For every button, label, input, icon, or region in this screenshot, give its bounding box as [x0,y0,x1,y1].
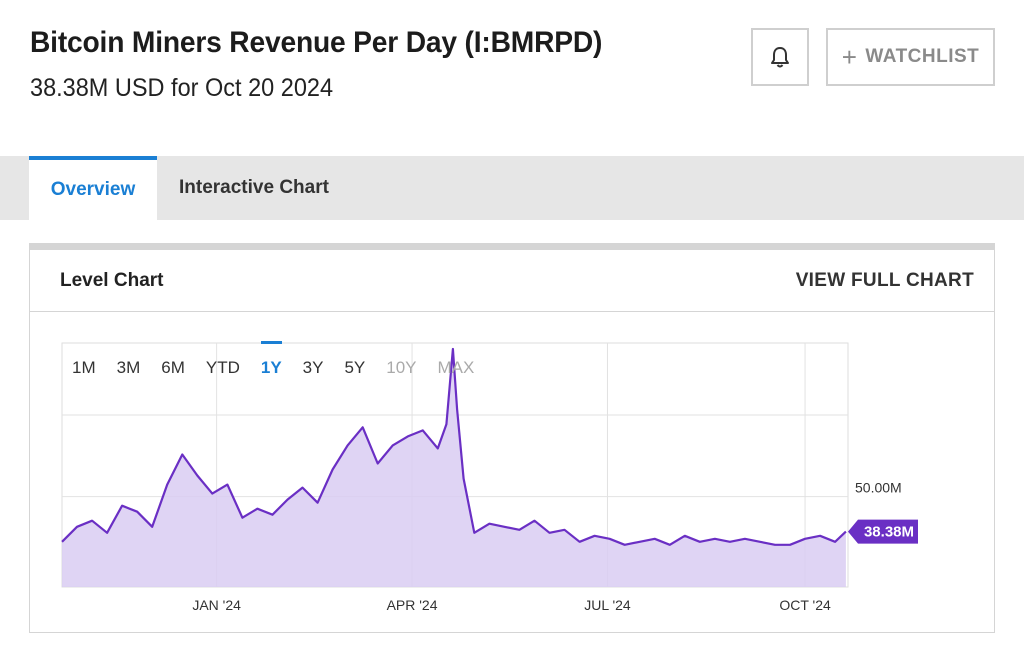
card-header: Level Chart VIEW FULL CHART [30,250,994,312]
range-5y[interactable]: 5Y [344,358,366,377]
tab-bar: Overview Interactive Chart [0,156,1024,220]
range-3y[interactable]: 3Y [302,358,324,377]
alert-button[interactable] [751,28,809,86]
range-selector: 1M 3M 6M YTD 1Y 3Y 5Y 10Y MAX [72,341,495,380]
last-value-label: 38.38M [864,524,914,541]
watchlist-label: WATCHLIST [865,46,980,67]
view-full-chart-link[interactable]: VIEW FULL CHART [795,270,974,291]
last-value-badge [848,519,918,544]
range-6m[interactable]: 6M [161,358,185,377]
range-3m[interactable]: 3M [116,358,141,377]
watchlist-button[interactable]: + WATCHLIST [826,28,995,86]
x-tick-label: APR '24 [387,597,438,613]
range-1m[interactable]: 1M [72,358,96,377]
range-max: MAX [437,358,475,377]
plus-icon: + [841,42,858,72]
x-tick-label: OCT '24 [779,597,831,613]
range-ytd[interactable]: YTD [205,358,240,377]
page-title: Bitcoin Miners Revenue Per Day (I:BMRPD) [30,26,603,59]
card-title: Level Chart [60,270,164,291]
x-tick-label: JUL '24 [584,597,631,613]
tab-interactive-chart[interactable]: Interactive Chart [179,177,329,198]
current-value-subtitle: 38.38M USD for Oct 20 2024 [30,74,334,102]
x-tick-label: JAN '24 [192,597,241,613]
series-line [61,347,847,546]
range-10y: 10Y [386,358,417,377]
range-1y[interactable]: 1Y [260,341,282,380]
tab-overview[interactable]: Overview [29,156,157,220]
series-area [62,349,846,587]
y-tick-label: 50.00M [855,480,902,496]
bell-icon [771,47,789,68]
